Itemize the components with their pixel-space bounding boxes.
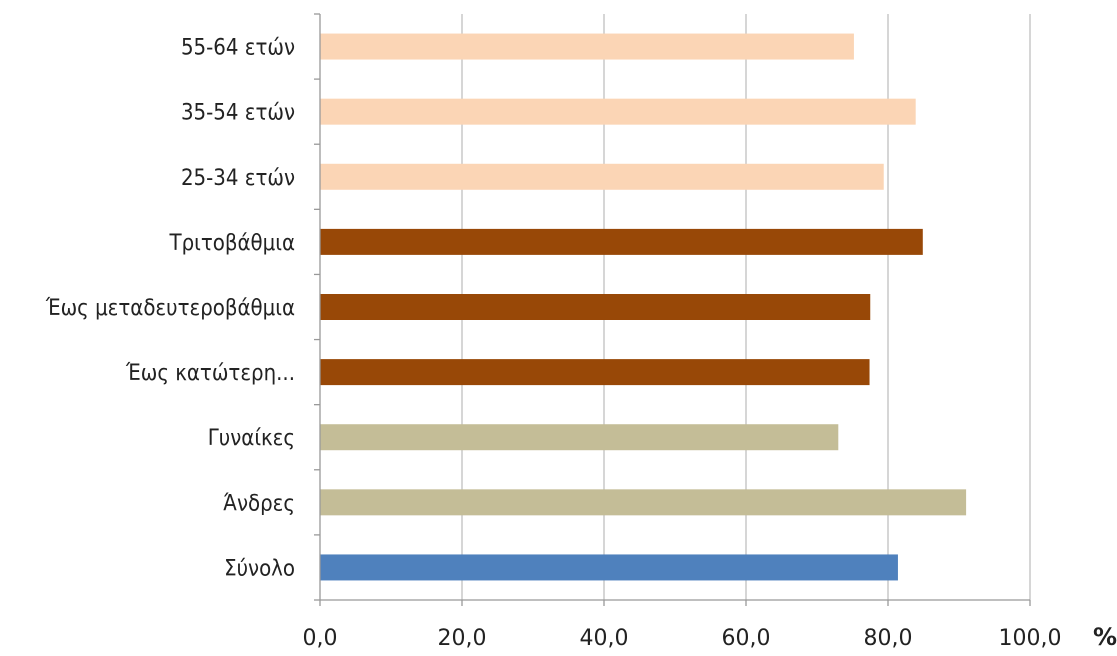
bar-3: [320, 228, 923, 255]
category-label-8: Σύνολο: [224, 556, 295, 581]
bar-7: [320, 489, 967, 516]
x-tick-label-5: 100,0: [999, 626, 1062, 651]
x-tick-label-3: 60,0: [722, 626, 771, 651]
bar-8: [320, 554, 898, 581]
category-label-2: 25-34 ετών: [181, 166, 295, 191]
category-label-5: Έως κατώτερη...: [125, 361, 295, 386]
category-label-4: Έως μεταδευτεροβάθμια: [45, 296, 295, 321]
category-label-1: 35-54 ετών: [181, 101, 295, 126]
bar-6: [320, 424, 839, 451]
labels: 55-64 ετών 35-54 ετών 25-34 ετών Τριτοβάθμι…: [45, 36, 1117, 651]
bar-0: [320, 33, 854, 60]
x-tick-label-2: 40,0: [580, 626, 629, 651]
x-unit-label: %: [1093, 623, 1117, 651]
x-tick-label-4: 80,0: [864, 626, 913, 651]
bar-1: [320, 98, 916, 125]
category-label-7: Άνδρες: [223, 491, 295, 516]
bar-5: [320, 359, 870, 386]
bar-2: [320, 163, 884, 190]
axes: [314, 13, 1031, 606]
category-label-3: Τριτοβάθμια: [169, 231, 296, 256]
bar-4: [320, 294, 871, 320]
x-tick-label-0: 0,0: [303, 626, 338, 651]
category-label-0: 55-64 ετών: [181, 36, 295, 61]
category-label-6: Γυναίκες: [208, 426, 295, 451]
x-tick-label-1: 20,0: [438, 626, 487, 651]
bars: [320, 33, 967, 581]
